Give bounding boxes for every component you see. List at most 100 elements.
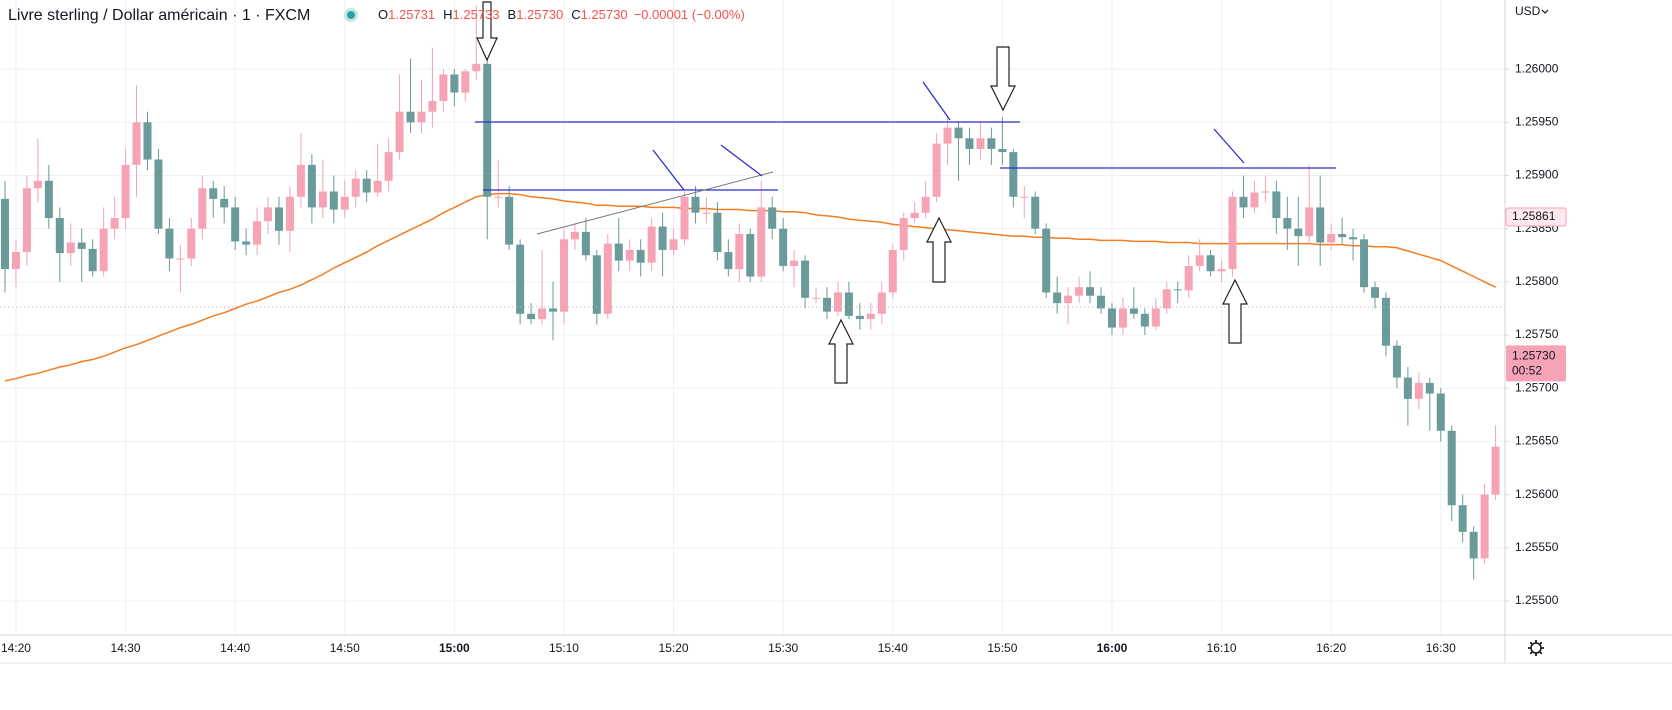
candle-body bbox=[1, 198, 9, 270]
candle-body bbox=[888, 249, 897, 293]
candle-body bbox=[1360, 239, 1369, 288]
candle-body bbox=[1469, 531, 1478, 559]
candle-body bbox=[1294, 228, 1303, 237]
ma-price-label: 1.25861 bbox=[1512, 209, 1556, 223]
candle-body bbox=[1436, 393, 1445, 431]
candle-body bbox=[724, 252, 733, 270]
drawings bbox=[475, 1, 1336, 384]
y-tick-label: 1.25550 bbox=[1515, 540, 1559, 554]
candle-body bbox=[165, 228, 174, 259]
candle-body bbox=[1403, 377, 1412, 399]
marker-stroke bbox=[1213, 128, 1245, 164]
candle-body bbox=[1239, 196, 1248, 208]
x-tick-label: 15:10 bbox=[549, 641, 579, 655]
chart-title: Livre sterling / Dollar américain · 1 · … bbox=[8, 7, 310, 24]
candle-body bbox=[143, 122, 152, 160]
candle-body bbox=[527, 313, 536, 320]
candle-body bbox=[1491, 446, 1500, 495]
candle-body bbox=[1338, 234, 1347, 238]
candle-body bbox=[77, 242, 86, 249]
candle-body bbox=[121, 164, 130, 219]
x-tick-label: 15:50 bbox=[987, 641, 1017, 655]
candle-body bbox=[231, 207, 240, 242]
candle-body bbox=[1162, 289, 1171, 309]
gear-teeth bbox=[1528, 640, 1544, 656]
x-tick-label: 14:20 bbox=[1, 641, 31, 655]
candle-body bbox=[592, 255, 601, 314]
legend-item: O bbox=[378, 7, 388, 22]
candle-body bbox=[44, 180, 53, 219]
candle-body bbox=[340, 196, 349, 210]
candle-body bbox=[735, 234, 744, 270]
ohlc-legend: O1.25731 H1.25733 B1.25730 C1.25730 −0.00001… bbox=[378, 7, 745, 22]
candle-body bbox=[998, 148, 1007, 153]
candle-body bbox=[921, 196, 930, 213]
candle-body bbox=[285, 196, 294, 231]
y-tick-label: 1.25650 bbox=[1515, 434, 1559, 448]
up-arrow bbox=[926, 216, 952, 283]
candle-body bbox=[702, 212, 711, 214]
trend-line bbox=[536, 171, 774, 235]
legend-item: 1.25730 bbox=[516, 7, 563, 22]
candle-body bbox=[1184, 265, 1193, 291]
candles bbox=[1, 5, 1500, 580]
candle-body bbox=[1042, 228, 1051, 293]
candle-body bbox=[1129, 308, 1138, 314]
candle-body bbox=[1097, 295, 1105, 309]
candle-body bbox=[1053, 292, 1062, 304]
candle-body bbox=[1064, 295, 1073, 304]
settings-icon[interactable] bbox=[1528, 640, 1544, 656]
candle-body bbox=[1217, 269, 1226, 272]
y-tick-label: 1.25750 bbox=[1515, 327, 1559, 341]
candle-body bbox=[1195, 255, 1204, 266]
candle-body bbox=[209, 188, 218, 199]
candle-body bbox=[1458, 505, 1467, 532]
candle-body bbox=[66, 242, 75, 254]
candle-body bbox=[790, 260, 799, 266]
candle-body bbox=[844, 292, 853, 316]
candle-body bbox=[384, 152, 393, 181]
candle-body bbox=[351, 178, 360, 197]
candle-body bbox=[823, 297, 831, 312]
x-tick-label: 15:00 bbox=[439, 641, 470, 655]
x-tick-label: 16:20 bbox=[1316, 641, 1346, 655]
x-tick-label: 14:50 bbox=[330, 641, 360, 655]
x-tick-label: 16:10 bbox=[1207, 641, 1237, 655]
legend-item: 1.25733 bbox=[453, 7, 500, 22]
candle-body bbox=[1283, 218, 1292, 229]
y-tick-label: 1.25800 bbox=[1515, 274, 1559, 288]
candle-body bbox=[242, 241, 251, 245]
candle-body bbox=[943, 127, 952, 144]
candle-body bbox=[833, 292, 842, 312]
candle-body bbox=[658, 226, 667, 250]
down-arrow bbox=[476, 1, 498, 62]
last-price-label: 1.25730 bbox=[1512, 348, 1556, 362]
currency-chevron bbox=[1541, 9, 1549, 14]
candle-body bbox=[329, 191, 338, 210]
x-tick-label: 15:30 bbox=[768, 641, 798, 655]
candle-body bbox=[1151, 308, 1160, 327]
candle-body bbox=[505, 196, 514, 245]
candle-body bbox=[625, 249, 634, 261]
candle-body bbox=[581, 231, 590, 256]
candle-body bbox=[264, 207, 273, 222]
candle-body bbox=[559, 239, 568, 312]
candle-body bbox=[1140, 313, 1149, 327]
candle-body bbox=[1425, 382, 1434, 394]
candle-body bbox=[307, 164, 316, 208]
candle-body bbox=[1381, 297, 1390, 346]
legend-item: 1.25730 bbox=[581, 7, 628, 22]
candle-body bbox=[33, 180, 42, 189]
candle-body bbox=[1261, 191, 1270, 193]
candle-body bbox=[932, 143, 941, 197]
candle-body bbox=[1228, 196, 1237, 270]
candle-body bbox=[1250, 192, 1259, 208]
up-arrow bbox=[828, 318, 854, 384]
candle-body bbox=[614, 243, 623, 261]
candle-body bbox=[395, 111, 404, 153]
time-axis bbox=[0, 635, 1672, 710]
candle-body bbox=[275, 207, 283, 231]
candle-body bbox=[439, 74, 448, 102]
currency[interactable]: USD bbox=[1515, 4, 1541, 18]
candle-body bbox=[1009, 152, 1018, 197]
